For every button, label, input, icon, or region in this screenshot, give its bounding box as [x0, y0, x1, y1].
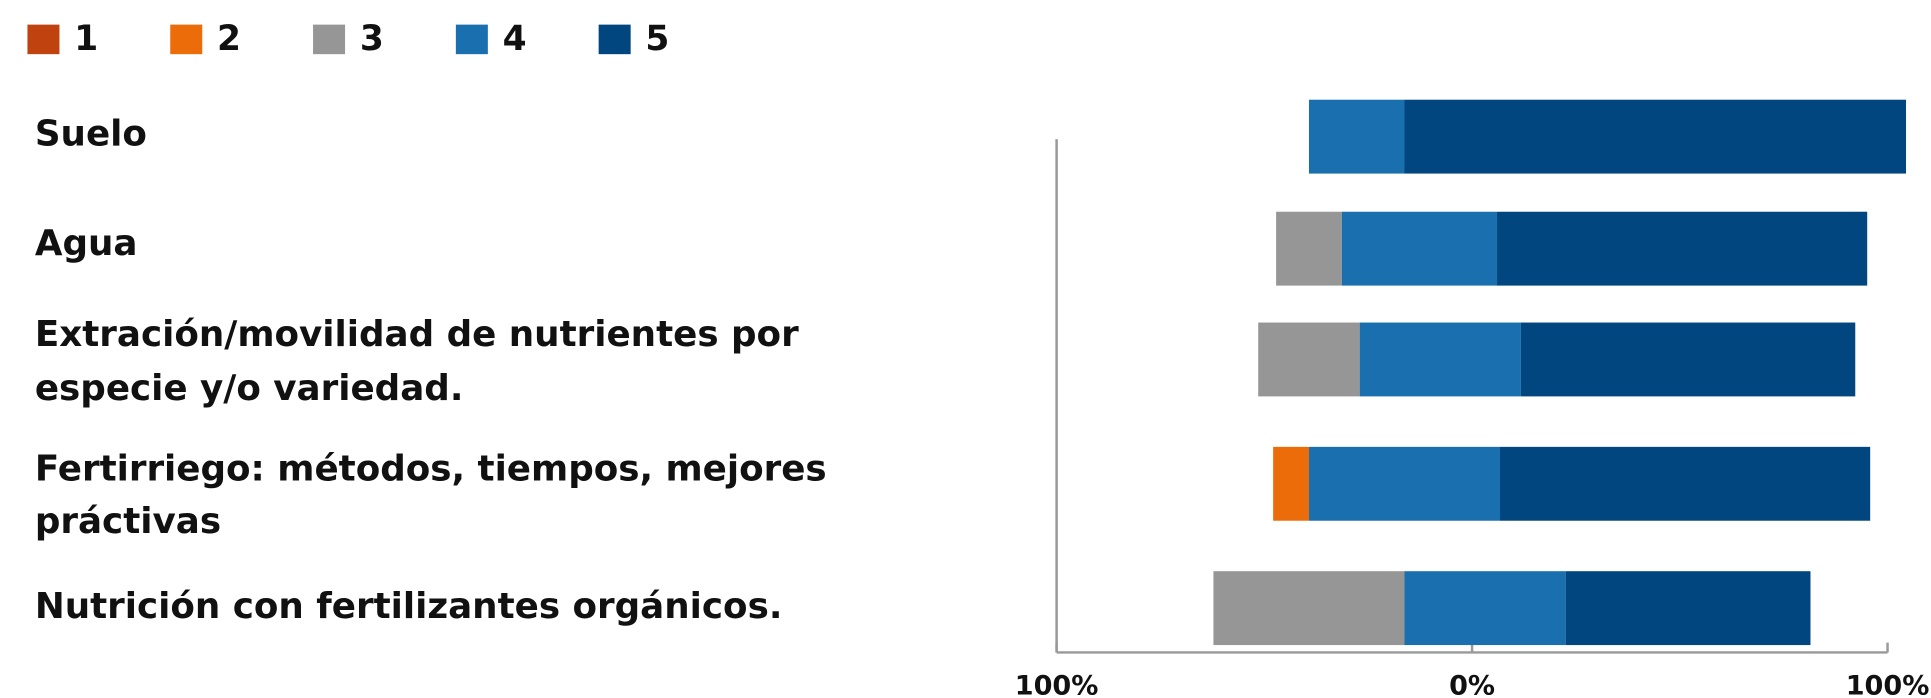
- x-tick-label: 100%: [1015, 670, 1099, 698]
- category-label: práctivas: [35, 501, 221, 542]
- category-label: Agua: [35, 223, 138, 264]
- bar-segment: [1276, 211, 1342, 286]
- legend-label: 1: [74, 19, 98, 59]
- bar-segment: [1213, 571, 1405, 646]
- legend-swatch: [598, 24, 631, 55]
- bar-segment: [1359, 322, 1521, 397]
- bar-segment: [1565, 571, 1811, 646]
- category-label: Fertirriego: métodos, tiempos, mejores: [35, 448, 827, 489]
- legend-swatch: [170, 24, 203, 55]
- legend-swatch: [313, 24, 346, 55]
- legend-swatch: [455, 24, 488, 55]
- legend-label: 3: [360, 19, 384, 59]
- legend-label: 5: [645, 19, 669, 59]
- bar-segment: [1258, 322, 1360, 397]
- x-tick-label: 100%: [1846, 670, 1930, 698]
- legend-label: 4: [503, 19, 527, 59]
- category-label: Nutrición con fertilizantes orgánicos.: [35, 586, 783, 627]
- bar-segment: [1308, 446, 1501, 521]
- x-tick-label: 0%: [1449, 670, 1495, 698]
- legend-swatch: [27, 24, 60, 55]
- bar-segment: [1500, 446, 1871, 521]
- category-label: especie y/o variedad.: [35, 368, 464, 409]
- bar-segment: [1497, 211, 1868, 286]
- legend-label: 2: [217, 19, 241, 59]
- category-label: Extración/movilidad de nutrientes por: [35, 314, 799, 355]
- bar-segment: [1404, 571, 1566, 646]
- category-label: Suelo: [35, 113, 147, 154]
- bar-segment: [1341, 211, 1498, 286]
- bar-segment: [1273, 446, 1309, 521]
- bar-segment: [1404, 99, 1907, 174]
- bar-segment: [1308, 99, 1405, 174]
- bar-segment: [1520, 322, 1856, 397]
